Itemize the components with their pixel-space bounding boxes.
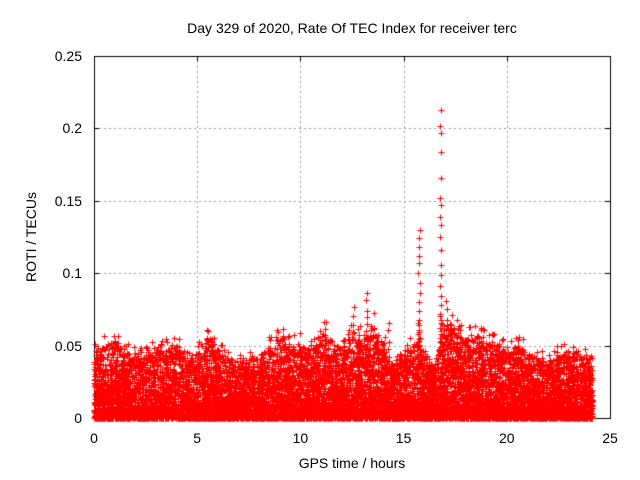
x-tick-label: 0 [90,430,98,446]
y-tick-label: 0.15 [54,192,82,209]
x-tick-label: 15 [395,430,412,446]
x-tick-label: 10 [292,430,309,446]
x-tick-label: 20 [499,430,515,446]
x-axis-label: GPS time / hours [298,455,406,471]
y-tick-label: 0.25 [54,48,82,64]
y-tick-label: 0 [74,410,82,426]
chart-title: Day 329 of 2020, Rate Of TEC Index for r… [187,20,517,36]
y-tick-label: 0.1 [62,265,82,282]
y-tick-label: 0.05 [54,337,82,354]
y-axis-label: ROTI / TECUs [23,192,39,282]
x-tick-label: 5 [193,430,202,446]
y-tick-label: 0.2 [62,120,82,137]
x-tick-label: 25 [602,430,618,446]
